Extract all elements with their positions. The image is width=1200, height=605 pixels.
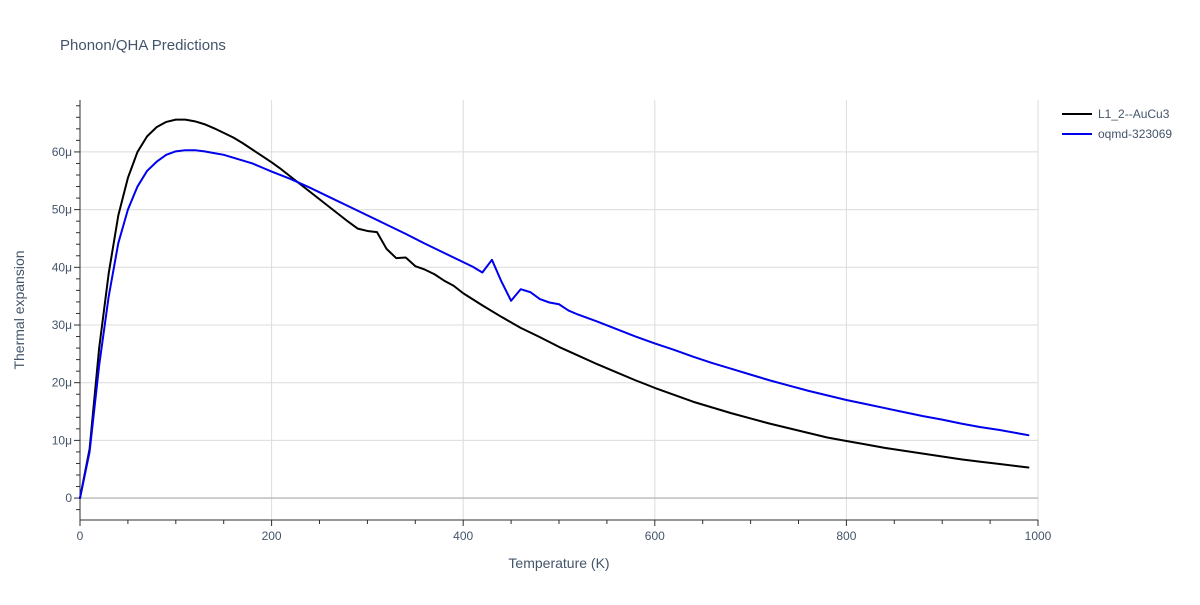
x-tick-label-0: 0 xyxy=(77,529,84,543)
legend: L1_2--AuCu3 oqmd-323069 xyxy=(1062,107,1172,141)
x-tick-label-600: 600 xyxy=(645,529,665,543)
x-tick-label-400: 400 xyxy=(453,529,473,543)
y-tick-label-60μ: 60μ xyxy=(52,145,72,159)
x-tick-label-800: 800 xyxy=(836,529,856,543)
tick-labels: 0 200 400 600 800 1000 0 10μ 20μ 30μ 40μ 50μ 60μ xyxy=(52,145,1052,543)
x-axis-title: Temperature (K) xyxy=(508,555,609,571)
y-tick-label-10μ: 10μ xyxy=(52,433,72,447)
axes xyxy=(74,100,1039,526)
y-tick-label-20μ: 20μ xyxy=(52,376,72,390)
series-line-oqmd-323069 xyxy=(79,149,1030,500)
x-tick-label-1000: 1000 xyxy=(1025,529,1052,543)
y-tick-label-50μ: 50μ xyxy=(52,203,72,217)
legend-label-oqmd-323069: oqmd-323069 xyxy=(1098,127,1172,141)
x-tick-label-200: 200 xyxy=(262,529,282,543)
legend-label-l1-2-aucu3: L1_2--AuCu3 xyxy=(1098,107,1170,121)
y-axis-title: Thermal expansion xyxy=(11,250,27,369)
series-lines xyxy=(79,118,1030,500)
grid-lines xyxy=(80,100,1039,520)
y-tick-label-30μ: 30μ xyxy=(52,318,72,332)
y-tick-label-40μ: 40μ xyxy=(52,260,72,274)
series-line-l1-2-aucu3 xyxy=(79,118,1030,500)
y-tick-label-0: 0 xyxy=(65,491,72,505)
chart-title: Phonon/QHA Predictions xyxy=(60,37,226,54)
